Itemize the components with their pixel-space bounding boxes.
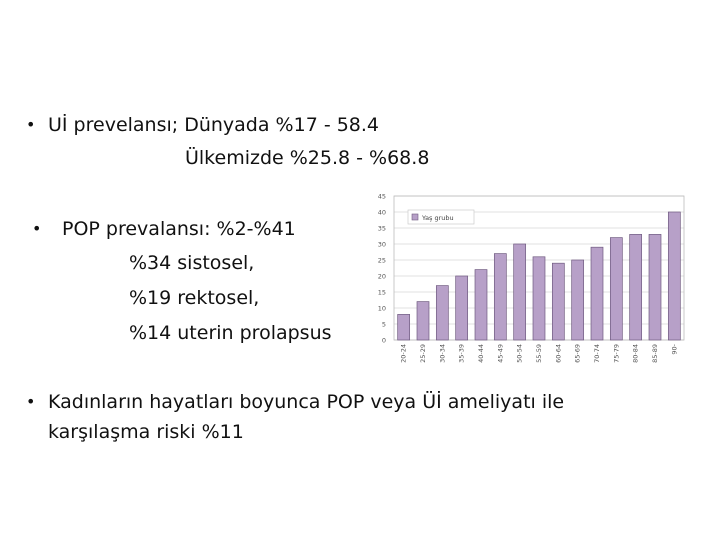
x-tick-label: 80-84 — [632, 344, 640, 363]
x-tick-label: 50-54 — [516, 344, 524, 363]
bar — [590, 246, 604, 341]
bar — [609, 237, 623, 341]
bar — [667, 211, 681, 341]
bar — [648, 234, 662, 341]
pop-prevalence-line2: %34 sistosel, — [129, 252, 255, 274]
y-tick-label: 0 — [382, 337, 386, 345]
ui-prevalence-line1: Uİ prevelansı; Dünyada %17 - 58.4 — [48, 114, 380, 136]
age-group-bar-chart: 0 5 10 15 20 25 30 35 40 45 20-24 25-29 30-34 35-39 4… — [378, 193, 685, 363]
pop-prevalence-line4: %14 uterin prolapsus — [129, 322, 332, 344]
y-tick-label: 15 — [378, 289, 386, 297]
bullet-2: • — [32, 219, 42, 238]
surgery-risk-line1: Kadınların hayatları boyunca POP veya Üİ… — [48, 391, 565, 413]
x-tick-label: 90- — [670, 343, 678, 354]
ui-prevalence-line2: Ülkemizde %25.8 - %68.8 — [185, 147, 430, 169]
bar — [571, 259, 585, 341]
x-tick-label: 70-74 — [593, 344, 601, 363]
x-tick-label: 40-44 — [477, 344, 485, 363]
x-tick-label: 60-64 — [554, 344, 562, 363]
pop-prevalence-line3: %19 rektosel, — [129, 287, 260, 309]
bar — [551, 262, 565, 341]
x-tick-label: 25-29 — [419, 344, 427, 363]
bar — [416, 301, 430, 341]
x-tick-label: 85-89 — [651, 344, 659, 363]
legend-box — [407, 209, 475, 225]
y-tick-label: 10 — [378, 305, 386, 313]
bar — [455, 275, 469, 341]
legend-swatch — [411, 213, 419, 221]
pop-prevalence-line1: POP prevalansı: %2-%41 — [62, 218, 296, 240]
surgery-risk-line2: karşılaşma riski %11 — [48, 421, 244, 443]
bar — [513, 243, 527, 341]
x-tick-label: 35-39 — [458, 344, 466, 363]
y-tick-label: 25 — [378, 257, 386, 265]
legend-label: Yaş grubu — [421, 214, 454, 222]
bar — [474, 269, 488, 341]
y-tick-label: 35 — [378, 225, 386, 233]
bullet-3: • — [26, 392, 36, 411]
y-tick-label: 45 — [378, 193, 386, 201]
x-tick-label: 75-79 — [612, 344, 620, 363]
bar — [435, 285, 449, 341]
bullet-1: • — [26, 115, 36, 134]
bar — [532, 256, 546, 341]
x-tick-label: 55-59 — [535, 344, 543, 363]
x-tick-label: 20-24 — [400, 344, 408, 363]
x-tick-label: 65-69 — [574, 344, 582, 363]
y-tick-label: 30 — [378, 241, 386, 249]
x-tick-label: 30-34 — [438, 344, 446, 363]
y-tick-label: 40 — [378, 209, 386, 217]
y-tick-label: 5 — [382, 321, 386, 329]
bar — [629, 234, 643, 341]
bar — [397, 314, 411, 341]
x-tick-label: 45-49 — [496, 344, 504, 363]
bar — [493, 253, 507, 341]
y-tick-label: 20 — [378, 273, 386, 281]
